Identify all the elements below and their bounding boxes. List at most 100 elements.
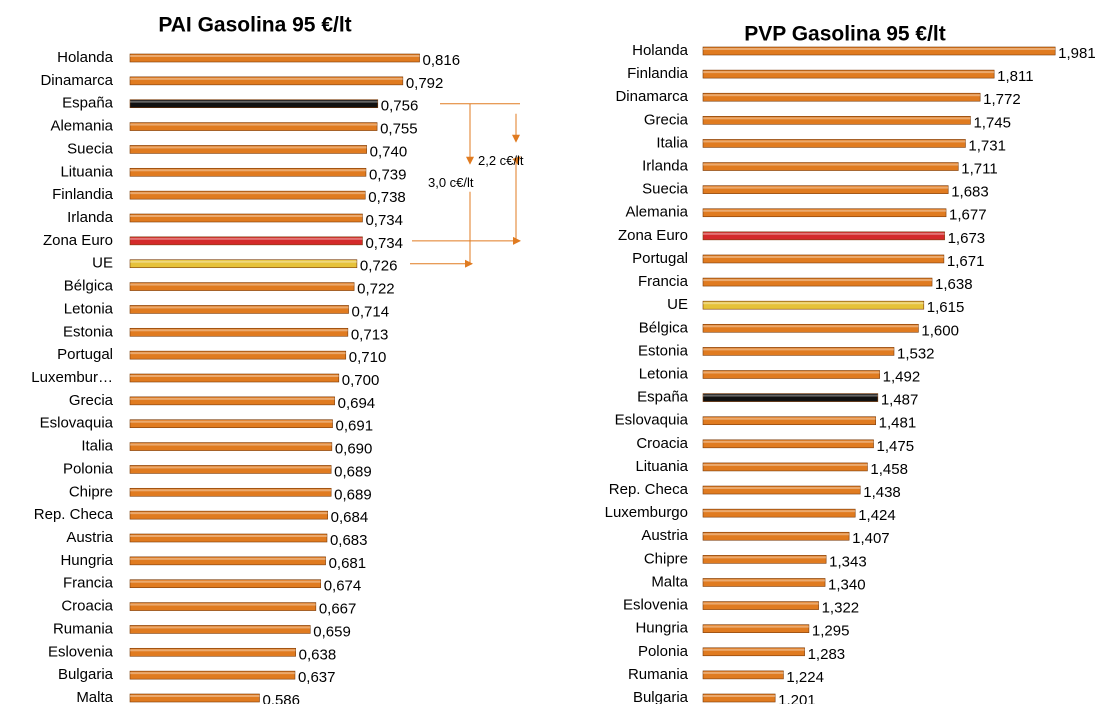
bar-highlight (703, 510, 856, 513)
category-label: Portugal (57, 346, 113, 363)
category-label: Eslovaquia (615, 412, 689, 429)
category-label: España (637, 389, 689, 406)
category-label: Italia (81, 438, 113, 455)
bar (702, 370, 880, 379)
value-label: 1,295 (812, 623, 850, 640)
bar (129, 373, 340, 383)
value-label: 1,677 (949, 207, 987, 224)
bar (129, 53, 420, 63)
value-label: 1,322 (822, 600, 860, 617)
bar-highlight (130, 55, 420, 57)
category-label: Grecia (644, 111, 689, 128)
value-label: 0,689 (334, 486, 372, 503)
bar (702, 347, 895, 356)
bar-highlight (130, 466, 332, 469)
bar (129, 99, 379, 109)
value-label: 0,726 (360, 258, 398, 275)
bar (129, 76, 404, 86)
bar-highlight (703, 48, 1056, 50)
bar (702, 693, 776, 703)
bar (702, 416, 876, 426)
bar-highlight (130, 649, 296, 652)
bar (129, 533, 328, 543)
bar-highlight (703, 186, 949, 189)
bar-highlight (130, 192, 366, 195)
bar-highlight (703, 440, 874, 443)
category-label: UE (667, 296, 688, 313)
bar-highlight (703, 279, 933, 282)
value-label: 1,407 (852, 530, 890, 547)
value-label: 1,638 (935, 276, 973, 293)
value-label: 1,201 (778, 692, 816, 704)
value-label: 0,734 (365, 212, 403, 229)
bar-highlight (130, 580, 321, 583)
value-label: 1,673 (948, 230, 986, 247)
bar-highlight (130, 489, 332, 492)
bar (129, 670, 296, 680)
bar-highlight (703, 232, 945, 235)
value-label: 0,713 (351, 326, 389, 343)
bar (702, 439, 874, 449)
bar (129, 487, 332, 497)
bar (129, 145, 367, 154)
bar (129, 647, 296, 657)
value-label: 1,487 (881, 392, 919, 409)
category-label: Bélgica (639, 319, 689, 336)
category-label: España (62, 95, 114, 112)
bar (129, 510, 328, 520)
value-label: 0,684 (331, 509, 369, 526)
category-label: Estonia (63, 323, 114, 340)
value-label: 1,600 (921, 322, 959, 339)
bar (129, 190, 366, 200)
bar (702, 116, 971, 125)
category-label: Rep. Checa (609, 481, 689, 498)
bar (702, 231, 945, 241)
value-label: 0,816 (423, 52, 461, 69)
category-label: Rep. Checa (34, 506, 114, 523)
bar (129, 465, 332, 474)
bar-highlight (130, 375, 339, 377)
bar (129, 396, 335, 406)
value-label: 1,424 (858, 507, 896, 524)
bar-highlight (703, 487, 861, 490)
value-label: 0,694 (338, 395, 376, 412)
value-label: 1,458 (870, 461, 908, 478)
category-label: Lituania (60, 163, 113, 180)
category-label: Zona Euro (618, 227, 688, 244)
category-label: Rumania (53, 620, 114, 637)
annotation-line (512, 156, 521, 165)
bar (129, 167, 367, 177)
bar (702, 485, 861, 495)
bar-highlight (703, 463, 868, 466)
bar (129, 350, 347, 360)
annotation: 3,0 c€/lt (428, 175, 474, 190)
bar (129, 419, 333, 429)
category-label: Bulgaria (58, 666, 114, 683)
bar (702, 578, 826, 587)
bar (129, 693, 260, 703)
annotation: 2,2 c€/lt (478, 153, 524, 168)
value-label: 1,811 (997, 68, 1033, 85)
bar-highlight (703, 417, 876, 420)
category-label: Chipre (69, 483, 113, 500)
bar (702, 300, 925, 310)
category-label: Hungria (60, 552, 113, 569)
bar-highlight (130, 443, 332, 446)
bar-highlight (703, 163, 959, 166)
category-label: Eslovenia (623, 597, 689, 614)
bar-highlight (703, 117, 971, 120)
bar (129, 625, 311, 634)
value-label: 1,475 (877, 438, 915, 455)
value-label: 0,710 (349, 349, 387, 366)
value-label: 0,689 (334, 463, 372, 480)
category-label: Alemania (50, 118, 113, 135)
category-label: UE (92, 255, 113, 272)
bar-highlight (703, 579, 826, 582)
category-label: Malta (76, 689, 113, 704)
chart-title: PAI Gasolina 95 €/lt (158, 14, 351, 37)
value-label: 0,700 (342, 372, 380, 389)
bar-highlight (130, 535, 327, 537)
category-label: Malta (651, 573, 688, 590)
value-label: 0,734 (365, 235, 403, 252)
